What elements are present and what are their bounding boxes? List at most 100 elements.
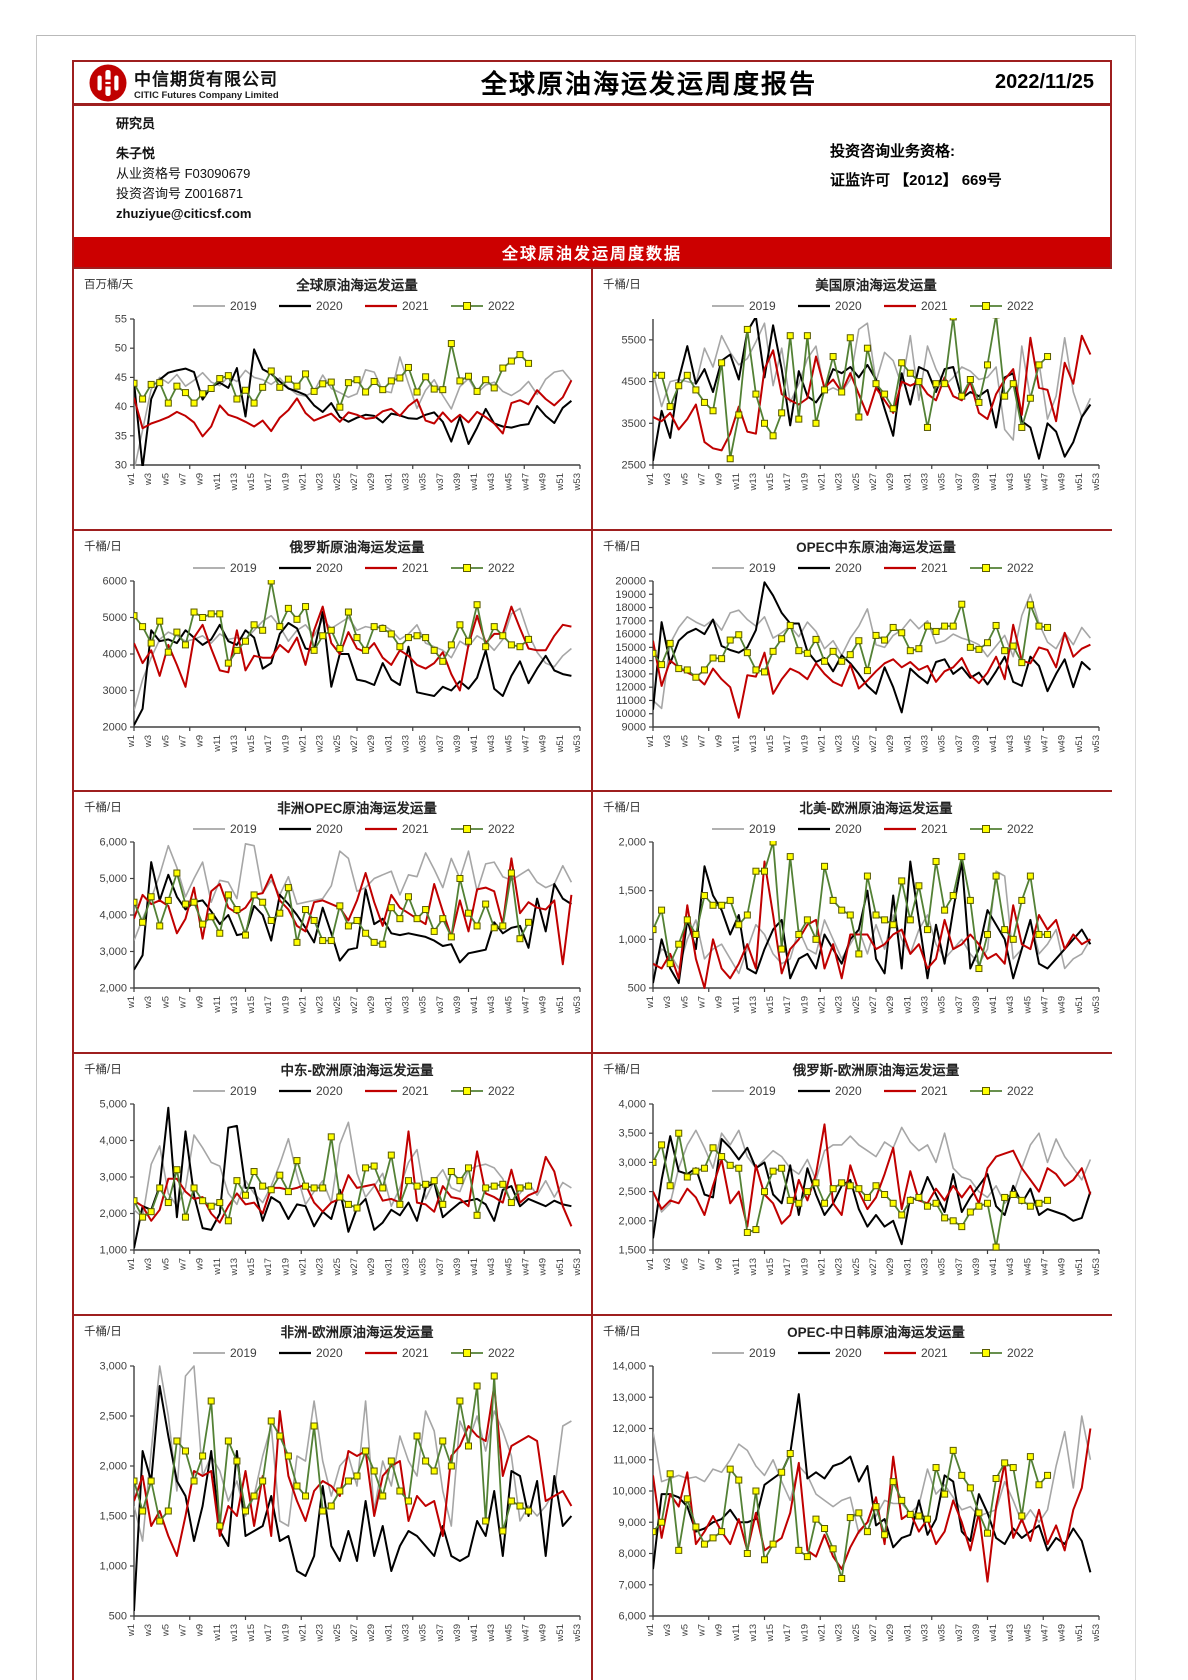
x-tick-label: w1 [645, 1624, 656, 1637]
series-marker-2022 [855, 1509, 863, 1517]
series-marker-2022 [1026, 872, 1034, 880]
series-marker-2022 [743, 911, 751, 919]
x-tick-label: w47 [1040, 473, 1051, 491]
y-tick-label: 14,000 [612, 1361, 646, 1373]
legend-label-2021: 2021 [921, 822, 948, 836]
series-marker-2022 [353, 916, 361, 924]
series-marker-2022 [812, 1179, 820, 1187]
x-tick-label: w49 [1057, 1258, 1068, 1276]
legend-label-2019: 2019 [230, 1084, 257, 1098]
y-tick-label: 12000 [615, 682, 646, 694]
series-marker-2022 [803, 916, 811, 924]
series-marker-2022 [284, 1188, 292, 1196]
legend-marker-2022 [463, 1349, 471, 1357]
series-marker-2022 [370, 938, 378, 946]
y-tick-label: 40 [115, 401, 127, 413]
x-tick-label: w47 [521, 1258, 532, 1276]
series-marker-2022 [456, 377, 464, 385]
series-marker-2022 [923, 423, 931, 431]
x-tick-label: w29 [885, 1624, 896, 1642]
y-tick-label: 18000 [615, 602, 646, 614]
y-tick-label: 4500 [622, 376, 646, 388]
series-marker-2022 [653, 371, 657, 379]
series-marker-2022 [499, 364, 507, 372]
qualification-block: 投资咨询业务资格: 证监许可 【2012】 669号 [830, 114, 1080, 237]
y-tick-label: 5,000 [99, 873, 127, 885]
series-marker-2022 [465, 909, 472, 917]
x-tick-label: w37 [954, 996, 965, 1014]
series-marker-2022 [404, 363, 412, 371]
researcher-label: 研究员 [116, 116, 156, 131]
series-marker-2022 [718, 901, 726, 909]
x-tick-label: w53 [572, 1624, 583, 1642]
series-marker-2022 [250, 1492, 258, 1500]
series-marker-2022 [795, 1199, 803, 1207]
series-marker-2022 [726, 896, 734, 904]
series-marker-2022 [812, 635, 820, 643]
series-marker-2022 [906, 1196, 914, 1204]
meta-section: 研究员 朱子悦 从业资格号 F03090679 投资咨询号 Z0016871 z… [74, 106, 1110, 237]
y-tick-label: 10,000 [612, 1486, 646, 1498]
x-tick-label: w29 [885, 1258, 896, 1276]
y-tick-label: 15000 [615, 642, 646, 654]
series-marker-2022 [370, 1162, 378, 1170]
series-marker-2022 [915, 645, 923, 653]
series-marker-2022 [1018, 423, 1026, 431]
x-tick-label: w51 [1074, 996, 1085, 1014]
x-tick-label: w49 [1057, 473, 1068, 491]
series-marker-2022 [846, 651, 854, 659]
x-tick-label: w3 [143, 1258, 154, 1271]
legend-label-2020: 2020 [835, 299, 862, 313]
x-tick-label: w47 [521, 473, 532, 491]
series-marker-2022 [233, 1457, 241, 1465]
x-tick-label: w49 [1057, 996, 1068, 1014]
series-marker-2022 [164, 648, 172, 656]
series-marker-2022 [829, 647, 837, 655]
series-marker-2022 [992, 1475, 1000, 1482]
legend-label-2020: 2020 [316, 1346, 343, 1360]
series-marker-2022 [803, 649, 811, 657]
report-content: 中信期货有限公司 CITIC Futures Company Limited 全… [72, 60, 1112, 1680]
series-marker-2022 [353, 634, 361, 642]
x-tick-label: w45 [503, 1624, 514, 1642]
series-marker-2022 [735, 411, 743, 419]
series-marker-2022 [898, 629, 906, 637]
series-marker-2022 [803, 1553, 811, 1561]
series-marker-2022 [786, 1450, 794, 1457]
x-tick-label: w29 [366, 1258, 377, 1276]
x-tick-label: w11 [212, 996, 223, 1014]
x-tick-label: w45 [1022, 1624, 1033, 1642]
series-marker-2022 [915, 882, 923, 890]
series-marker-2022 [1026, 1202, 1034, 1210]
series-marker-2022 [284, 884, 292, 892]
x-tick-label: w1 [645, 473, 656, 486]
axes [652, 1366, 1099, 1617]
series-marker-2022 [319, 632, 327, 640]
x-tick-label: w31 [902, 735, 913, 753]
series-marker-2022 [1009, 1464, 1017, 1472]
series-line-2019 [134, 1121, 572, 1218]
series-marker-2022 [224, 1437, 232, 1445]
series-marker-2022 [786, 1196, 794, 1204]
legend-label-2020: 2020 [835, 561, 862, 575]
x-tick-label: w47 [521, 1624, 532, 1642]
series-marker-2022 [889, 921, 897, 929]
series-marker-2022 [653, 649, 657, 657]
series-marker-2022 [327, 378, 335, 386]
series-marker-2022 [666, 1182, 674, 1190]
x-tick-label: w37 [435, 996, 446, 1014]
y-tick-label: 500 [628, 983, 646, 995]
x-tick-label: w31 [902, 996, 913, 1014]
series-marker-2022 [1035, 1481, 1043, 1489]
series-marker-2022 [872, 1503, 880, 1511]
series-marker-2022 [984, 1199, 991, 1207]
series-marker-2022 [683, 1173, 691, 1181]
chart-cell-7: 千桶/日 俄罗斯-欧洲原油海运发运量 2019 2020 2021 2022 1,500 2,… [593, 1054, 1112, 1316]
x-tick-label: w7 [177, 996, 188, 1009]
qualification-line2: 证监许可 【2012】 669号 [830, 172, 1002, 189]
series-marker-2022 [726, 636, 734, 644]
y-tick-label: 2,000 [618, 1215, 646, 1227]
series-marker-2022 [353, 376, 361, 384]
x-tick-label: w49 [538, 473, 549, 491]
